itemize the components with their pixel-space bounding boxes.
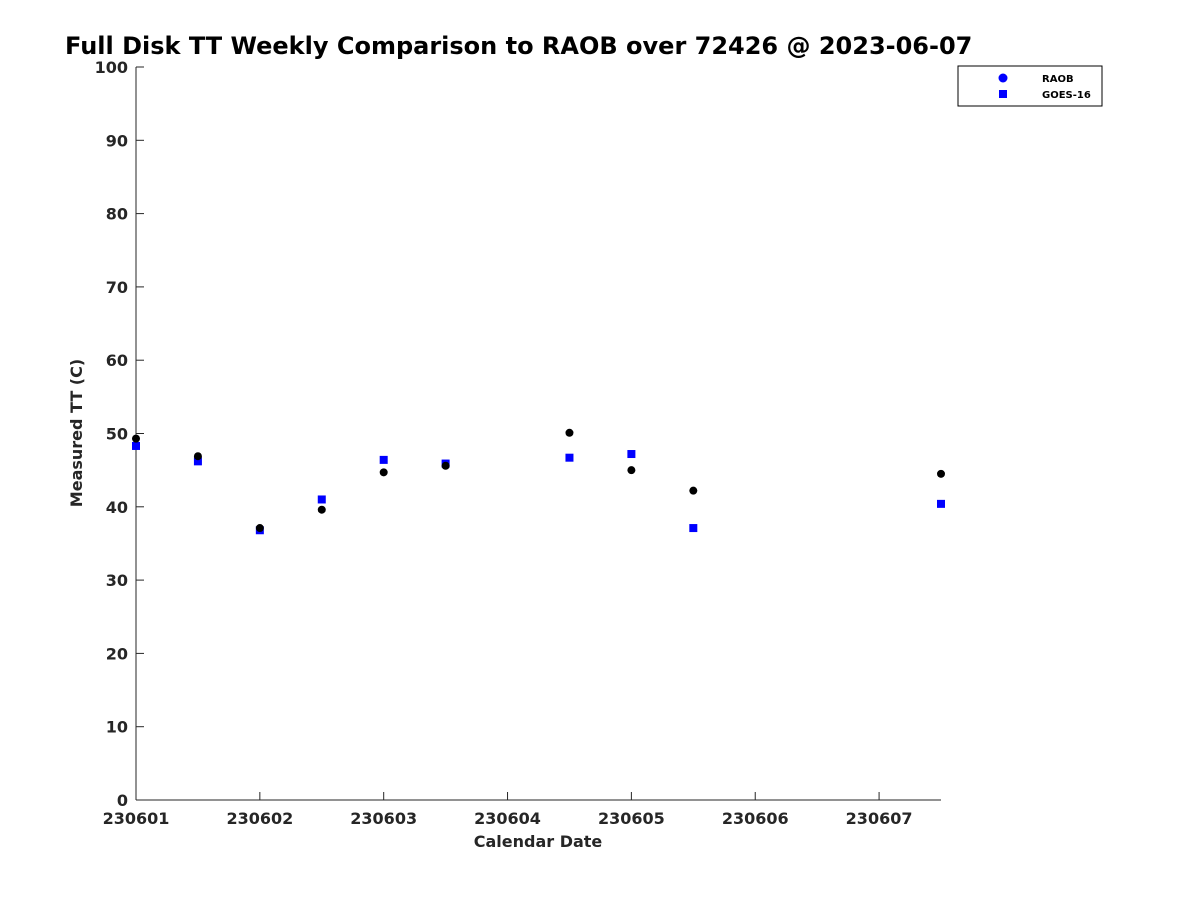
x-tick-label: 230602	[226, 809, 293, 828]
x-tick-label: 230601	[103, 809, 170, 828]
x-tick-label: 230607	[846, 809, 913, 828]
legend-label-raob: RAOB	[1042, 74, 1074, 85]
y-tick-label: 60	[106, 351, 128, 370]
y-tick-label: 20	[106, 644, 128, 663]
goes16-point	[379, 455, 388, 464]
x-tick-label: 230605	[598, 809, 665, 828]
plot-points	[132, 428, 945, 535]
chart-title: Full Disk TT Weekly Comparison to RAOB o…	[65, 32, 972, 60]
x-tick-label: 230606	[722, 809, 789, 828]
y-tick-label: 90	[106, 131, 128, 150]
goes16-point	[132, 441, 140, 450]
goes16-point	[689, 524, 698, 533]
raob-point	[193, 452, 202, 461]
y-tick-label: 100	[95, 58, 128, 77]
y-tick-label: 10	[106, 718, 128, 737]
x-tick-label: 230604	[474, 809, 541, 828]
raob-point	[441, 461, 450, 470]
legend: RAOB GOES-16	[957, 65, 1103, 107]
raob-point	[627, 466, 636, 475]
raob-point	[937, 469, 945, 478]
legend-marker-goes16	[999, 90, 1007, 98]
raob-point	[689, 486, 698, 495]
y-tick-label: 0	[117, 791, 128, 810]
x-axis-label: Calendar Date	[474, 832, 603, 851]
raob-point	[379, 468, 388, 477]
raob-point	[317, 505, 326, 514]
y-tick-label: 30	[106, 571, 128, 590]
goes16-point	[937, 499, 945, 508]
goes16-point	[193, 457, 202, 466]
goes16-point	[627, 450, 636, 459]
raob-point	[255, 524, 264, 533]
legend-label-goes16: GOES-16	[1042, 90, 1091, 101]
y-axis-label: Measured TT (C)	[67, 359, 86, 507]
y-tick-label: 50	[106, 425, 128, 444]
y-tick-label: 70	[106, 278, 128, 297]
raob-point	[565, 428, 574, 437]
x-tick-label: 230603	[350, 809, 417, 828]
raob-point	[132, 434, 140, 443]
y-tick-label: 40	[106, 498, 128, 517]
y-axis: 0 10 20 30 40 50 60 70 80 90 100	[95, 58, 144, 810]
y-tick-label: 80	[106, 205, 128, 224]
x-axis: 230601 230602 230603 230604 230605 230606 2306…	[103, 792, 941, 828]
goes16-point	[317, 495, 326, 504]
goes16-point	[565, 453, 574, 462]
legend-box	[957, 65, 1103, 107]
legend-marker-raob	[998, 73, 1008, 83]
